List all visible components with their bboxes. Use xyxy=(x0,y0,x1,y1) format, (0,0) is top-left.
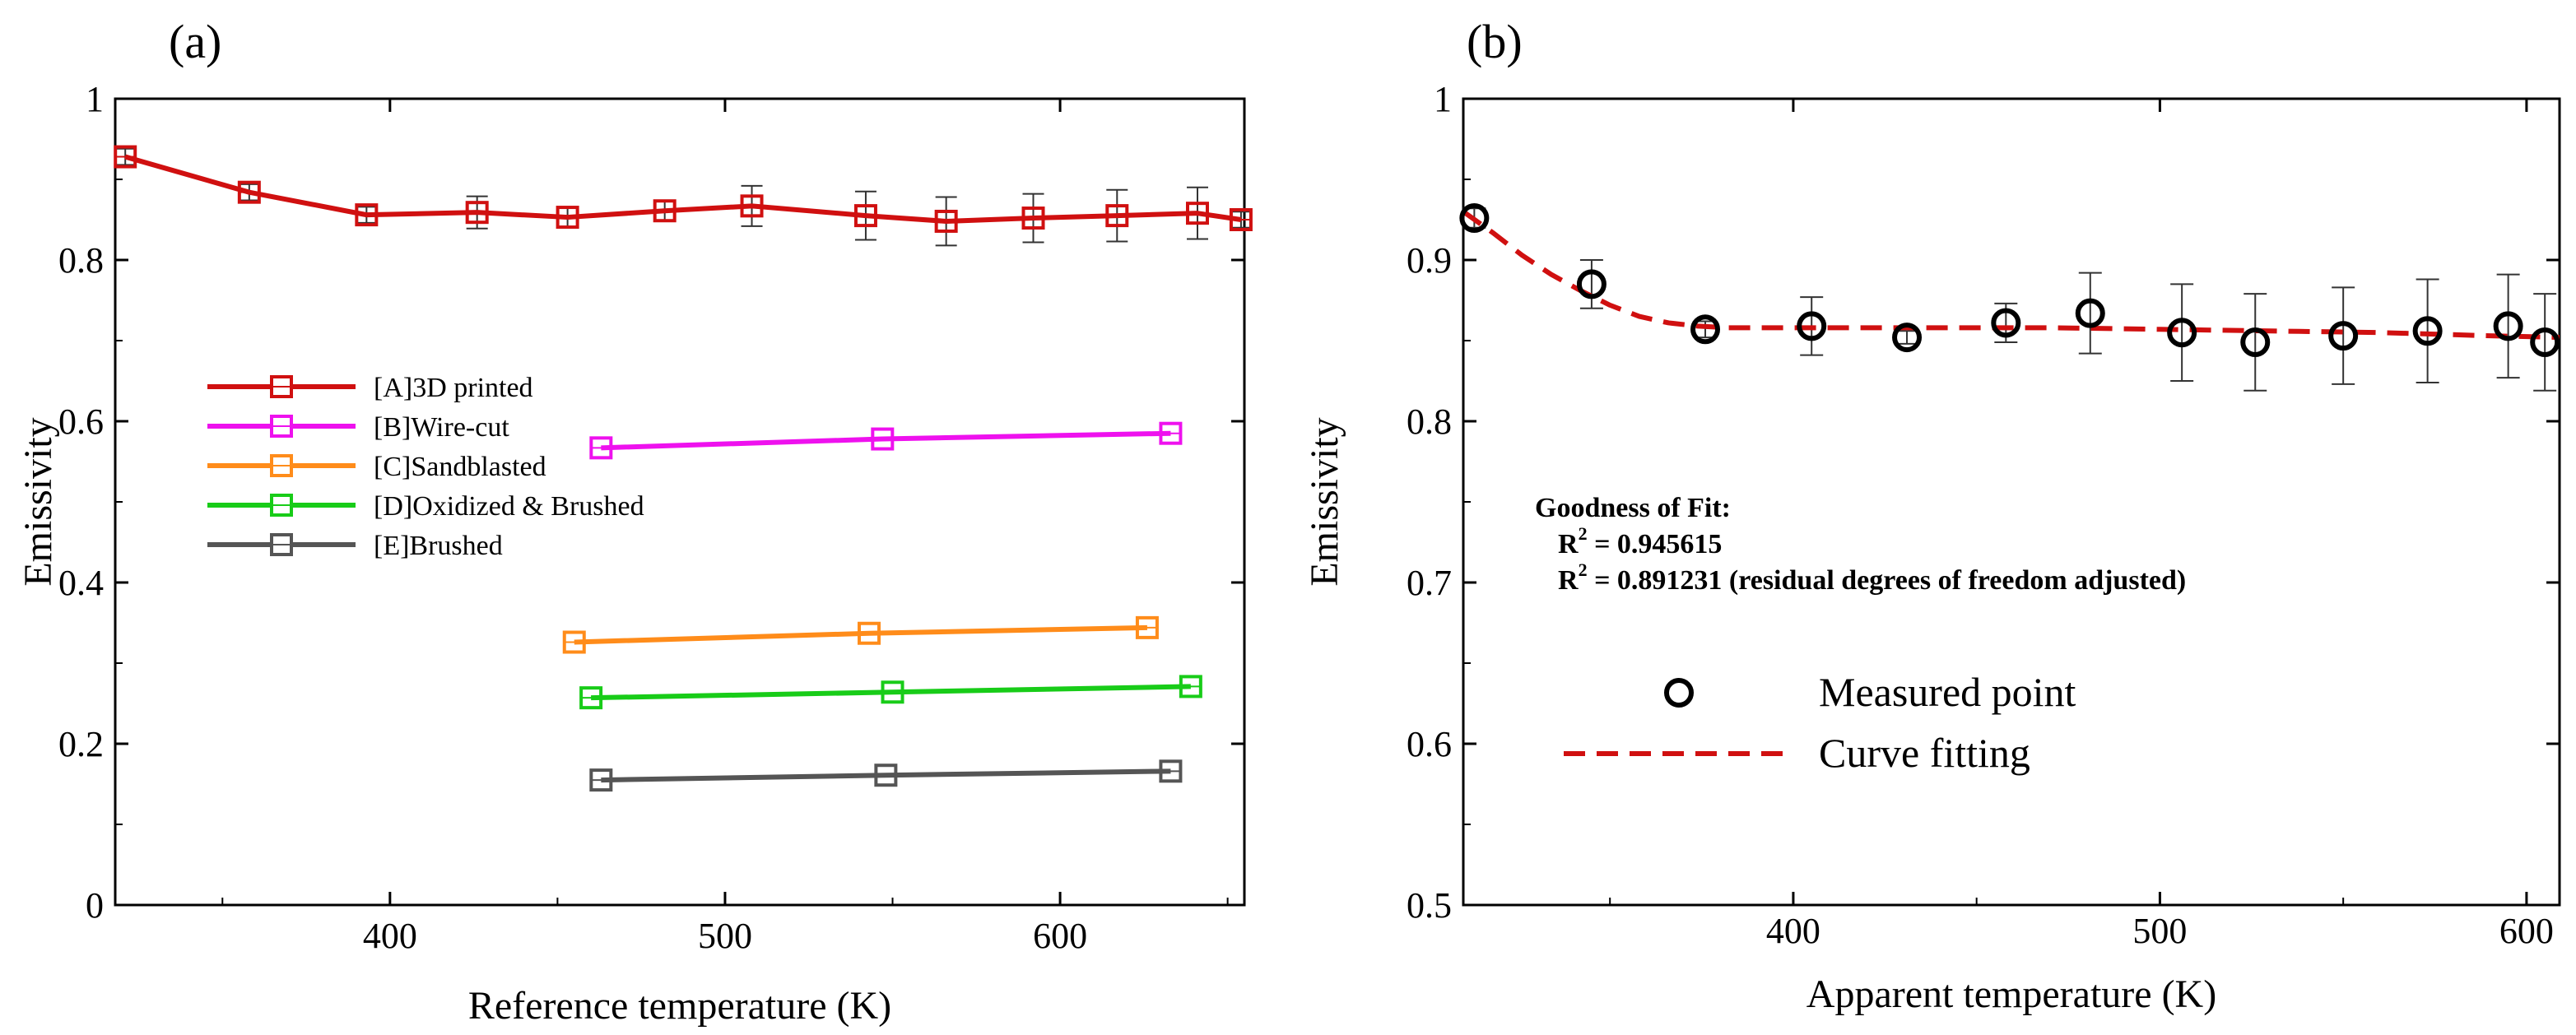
panel-a-y-tick-label: 0.8 xyxy=(58,240,104,281)
panel-b-x-tick-label: 600 xyxy=(2499,911,2554,951)
measured-point xyxy=(1797,311,1827,341)
gof-r2-prefix: R xyxy=(1558,529,1579,559)
legend-a-label: [D]Oxidized & Brushed xyxy=(374,491,644,522)
legend-a-label: [C]Sandblasted xyxy=(374,452,546,482)
goodness-of-fit-annotation: Goodness of Fit: R2 = 0.945615 R2 = 0.89… xyxy=(1535,493,2186,596)
panel-a-series-1 xyxy=(589,421,1183,460)
panel-a-x-tick-label: 600 xyxy=(1033,916,1087,956)
panel-b-label: (b) xyxy=(1467,15,1523,68)
panel-b-x-tick-label: 500 xyxy=(2132,911,2187,951)
curve-fitting-line xyxy=(1462,209,2560,341)
legend-b-measured-marker xyxy=(1664,678,1694,708)
measured-point xyxy=(1991,308,2021,338)
panel-a-legend: [A]3D printed [B]Wire-cut [C]Sandblasted [D… xyxy=(207,373,644,561)
panel-b-y-axis-label: Emissivity xyxy=(1303,417,1346,586)
measured-point xyxy=(1459,203,1490,234)
gof-title: Goodness of Fit: xyxy=(1535,493,1731,523)
panel-b-legend: Measured point Curve fitting xyxy=(1564,669,2076,776)
legend-a-label: [E]Brushed xyxy=(374,531,503,561)
panel-a-y-tick-label: 0.4 xyxy=(58,563,104,603)
panel-a-y-tick-label: 1 xyxy=(86,79,104,119)
panel-a-y-axis-label: Emissivity xyxy=(16,417,60,586)
measured-points xyxy=(1459,203,2560,357)
measured-point xyxy=(2530,327,2560,357)
panel-a-label: (a) xyxy=(169,15,221,68)
legend-a-label: [B]Wire-cut xyxy=(374,412,509,443)
panel-b-y-tick-label: 0.6 xyxy=(1407,724,1452,764)
panel-a-y-tick-label: 0.6 xyxy=(58,401,104,442)
panel-b: (b) 0.5 0.6 0.7 0.8 0.9 1 400 500 600 Apparent t… xyxy=(1303,15,2561,1016)
panel-a-series-4 xyxy=(589,759,1183,792)
panel-a-x-tick-label: 500 xyxy=(698,916,752,956)
gof-r2-value: = 0.945615 xyxy=(1588,529,1723,559)
panel-a-x-axis-label: Reference temperature (K) xyxy=(468,984,891,1028)
panel-a-y-tick-label: 0 xyxy=(86,885,104,926)
measured-point xyxy=(1576,269,1607,299)
panel-a-series-3 xyxy=(579,675,1202,710)
legend-a-label: [A]3D printed xyxy=(374,373,533,403)
measured-point xyxy=(2412,316,2443,346)
panel-b-y-tick-label: 1 xyxy=(1434,79,1452,119)
measured-point xyxy=(2240,327,2271,357)
measured-point xyxy=(1690,314,1721,345)
gof-r2: R2 = 0.945615 xyxy=(1558,523,1722,559)
measured-point xyxy=(2493,311,2523,341)
gof-r2-adj-value: = 0.891231 (residual degrees of freedom … xyxy=(1588,565,2187,596)
panel-b-error-bars xyxy=(1462,207,2557,392)
legend-b-fit-label: Curve fitting xyxy=(1819,730,2030,776)
panel-b-y-tick-label: 0.7 xyxy=(1407,563,1452,603)
gof-r2-adjusted: R2 = 0.891231 (residual degrees of freed… xyxy=(1558,559,2186,596)
measured-point xyxy=(2167,318,2197,348)
gof-r2-adj-prefix: R xyxy=(1558,565,1579,596)
measured-point xyxy=(2075,298,2105,328)
panel-b-x-axis-label: Apparent temperature (K) xyxy=(1806,972,2216,1016)
measured-point xyxy=(1892,323,1923,353)
panel-a-x-tick-label: 400 xyxy=(363,916,417,956)
gof-r2-sup: 2 xyxy=(1579,523,1588,544)
gof-r2-adj-sup: 2 xyxy=(1579,559,1588,580)
panel-b-y-tick-label: 0.5 xyxy=(1407,885,1452,926)
panel-b-y-tick-label: 0.8 xyxy=(1407,401,1452,442)
panel-b-y-tick-label: 0.9 xyxy=(1407,240,1452,281)
panel-a-y-tick-label: 0.2 xyxy=(58,724,104,764)
measured-point xyxy=(2328,321,2359,351)
panel-b-x-tick-label: 400 xyxy=(1766,911,1820,951)
panel-a-series-0 xyxy=(114,145,1253,247)
panel-a-series-2 xyxy=(562,615,1159,654)
panel-a: (a) 0 0.2 0.4 0.6 0.8 1 400 500 600 Reference te… xyxy=(16,15,1253,1028)
legend-b-measured-label: Measured point xyxy=(1819,669,2076,715)
